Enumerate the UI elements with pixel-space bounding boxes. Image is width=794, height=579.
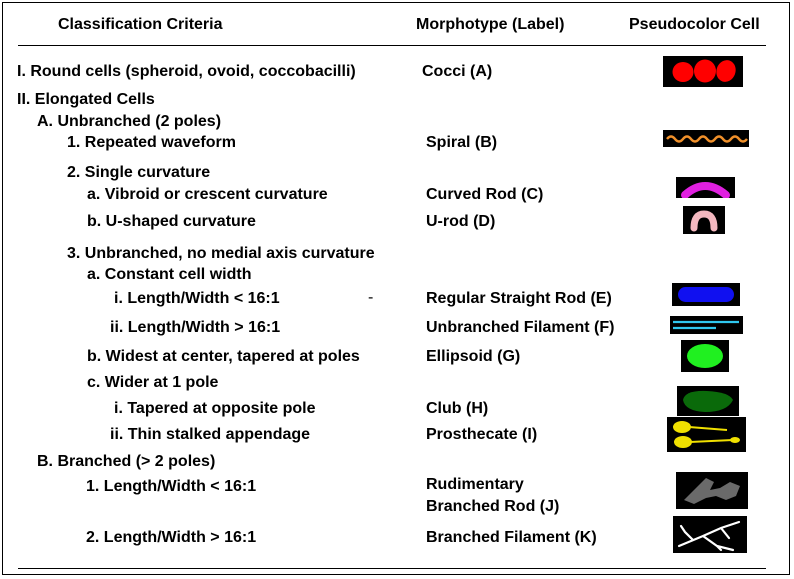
criteria-lw-less-rod: i. Length/Width < 16:1 (114, 290, 280, 307)
criteria-lw-greater-filament: ii. Length/Width > 16:1 (110, 319, 281, 336)
criteria-branched: B. Branched (> 2 poles) (37, 453, 216, 470)
criteria-repeated-waveform: 1. Repeated waveform (67, 134, 236, 151)
criteria-tapered-opposite: i. Tapered at opposite pole (114, 400, 316, 417)
criteria-elongated-cells: II. Elongated Cells (17, 91, 155, 108)
cell-prosthecate (667, 417, 746, 452)
criteria-u-shaped: b. U-shaped curvature (87, 213, 256, 230)
label-branched-rod: Branched Rod (J) (426, 498, 560, 515)
label-spiral: Spiral (B) (426, 134, 498, 151)
header-morphotype: Morphotype (Label) (416, 16, 565, 33)
criteria-round-cells: I. Round cells (spheroid, ovoid, coccoba… (17, 63, 356, 80)
criteria-wider-one-pole: c. Wider at 1 pole (87, 374, 219, 391)
criteria-single-curvature: 2. Single curvature (67, 164, 211, 181)
label-prosthecate: Prosthecate (I) (426, 426, 538, 443)
label-cocci: Cocci (A) (422, 63, 493, 80)
label-ellipsoid: Ellipsoid (G) (426, 348, 521, 365)
cell-spiral (663, 130, 749, 147)
footer-divider (18, 568, 766, 569)
criteria-branched-lw-less: 1. Length/Width < 16:1 (86, 478, 257, 495)
criteria-vibroid: a. Vibroid or crescent curvature (87, 186, 328, 203)
cell-ellipsoid (681, 340, 729, 372)
cell-straight-rod (672, 283, 740, 306)
label-curved-rod: Curved Rod (C) (426, 186, 544, 203)
header-criteria: Classification Criteria (58, 16, 223, 33)
cell-u-rod (683, 206, 725, 234)
label-straight-rod: Regular Straight Rod (E) (426, 290, 612, 307)
label-u-rod: U-rod (D) (426, 213, 496, 230)
cell-club (677, 386, 739, 416)
cell-curved-rod (676, 177, 735, 198)
header-divider (18, 45, 766, 46)
header-pseudocolor: Pseudocolor Cell (629, 16, 760, 33)
cell-filament (670, 316, 743, 334)
criteria-branched-lw-greater: 2. Length/Width > 16:1 (86, 529, 257, 546)
label-rudimentary: Rudimentary (426, 476, 524, 493)
criteria-unbranched: A. Unbranched (2 poles) (37, 113, 222, 130)
criteria-stalked-appendage: ii. Thin stalked appendage (110, 426, 311, 443)
criteria-no-medial-curvature: 3. Unbranched, no medial axis curvature (67, 245, 375, 262)
cell-branched-filament (673, 516, 747, 553)
cell-branched-rod (676, 472, 748, 509)
criteria-constant-width: a. Constant cell width (87, 266, 252, 283)
label-filament: Unbranched Filament (F) (426, 319, 615, 336)
label-club: Club (H) (426, 400, 489, 417)
stray-dash: - (368, 289, 374, 306)
label-branched-filament: Branched Filament (K) (426, 529, 597, 546)
cell-cocci (663, 56, 743, 87)
criteria-widest-center: b. Widest at center, tapered at poles (87, 348, 360, 365)
